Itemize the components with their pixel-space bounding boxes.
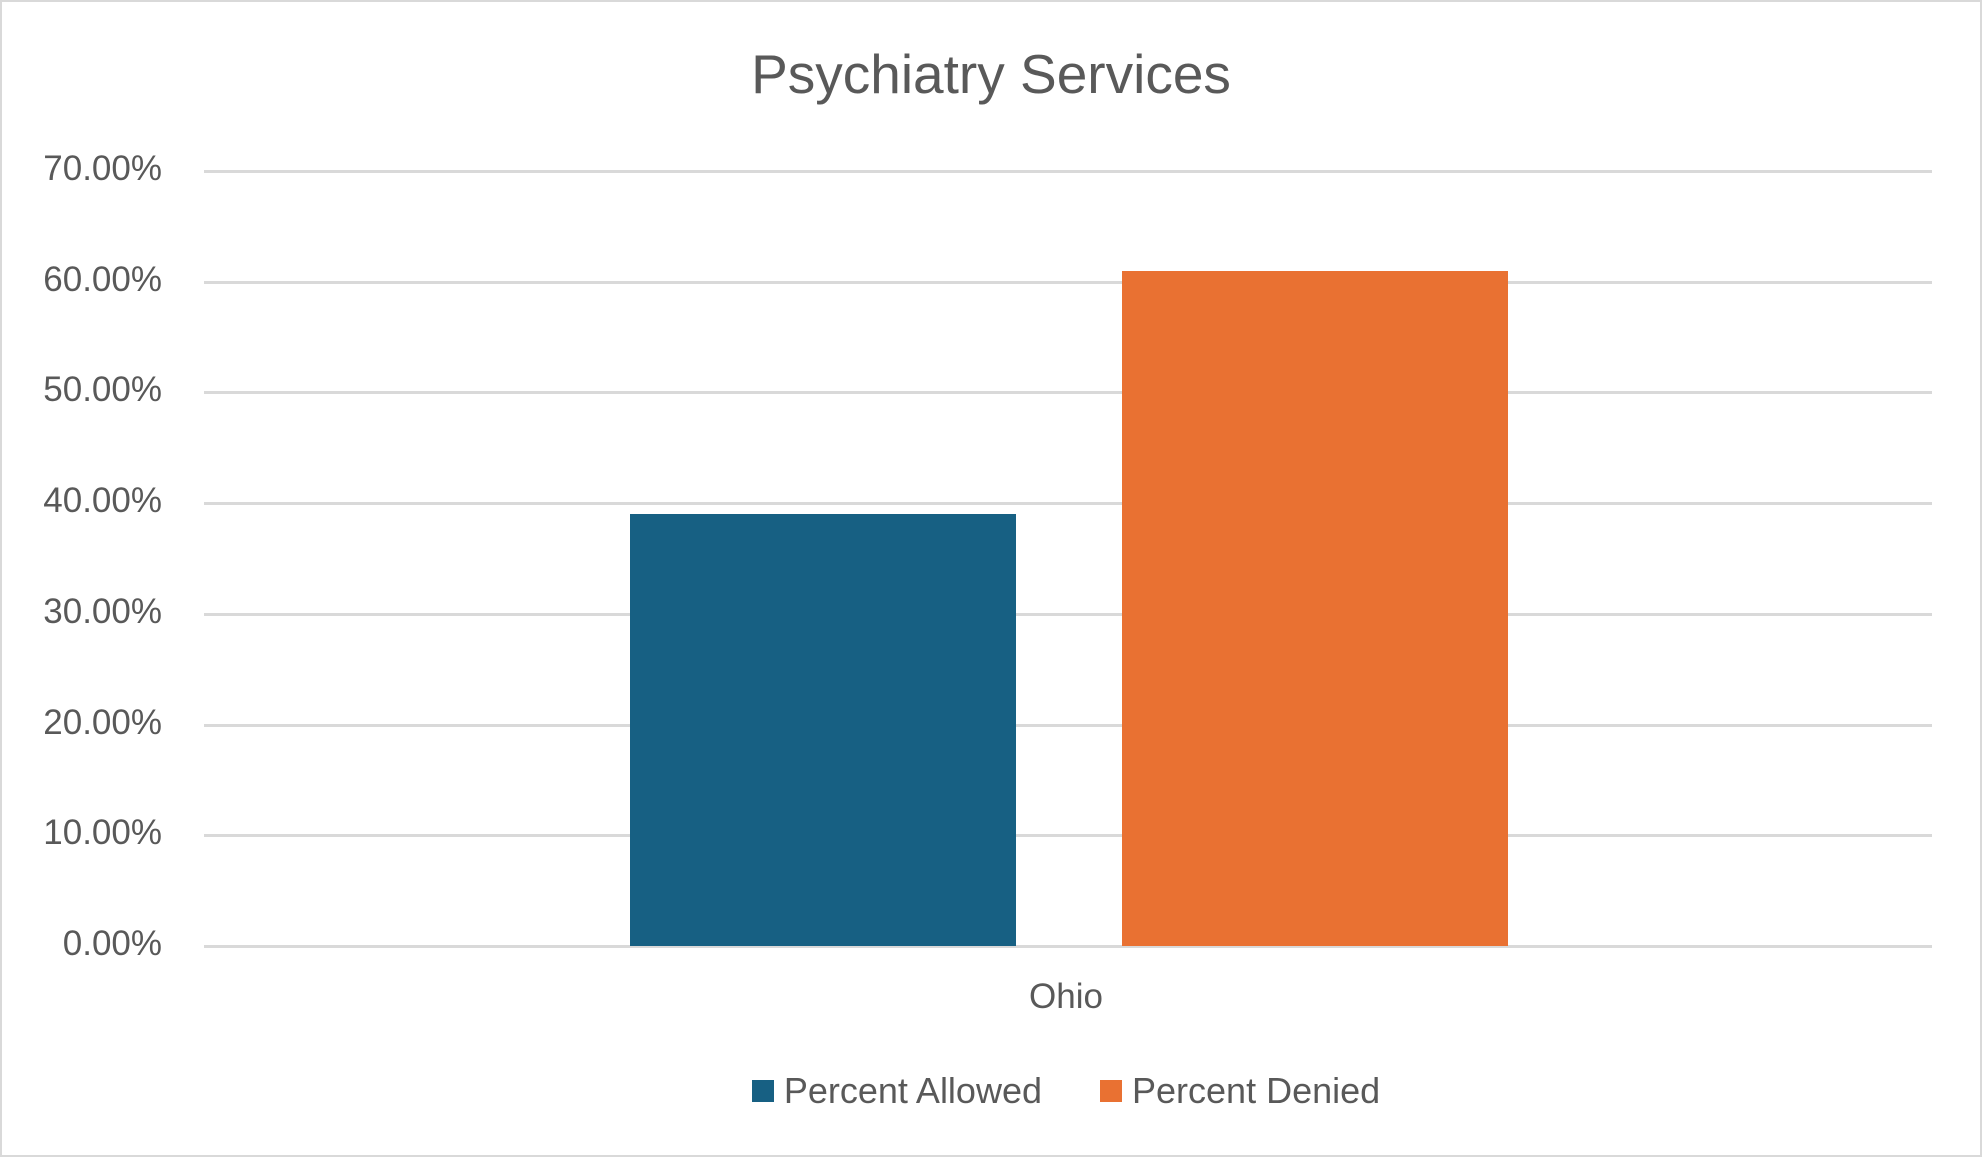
gridline [204, 612, 1932, 616]
gridline [204, 945, 1932, 948]
legend-item-percent-allowed: Percent Allowed [751, 1070, 1042, 1112]
legend-swatch-icon [1100, 1080, 1122, 1102]
y-tick-label: 30.00% [43, 591, 162, 631]
bar-percent-allowed [630, 514, 1016, 946]
y-tick-label: 50.00% [43, 370, 162, 410]
gridline [204, 280, 1932, 284]
gridline [204, 723, 1932, 727]
y-tick-label: 40.00% [43, 481, 162, 521]
y-tick-label: 70.00% [43, 149, 162, 188]
gridline [204, 834, 1932, 838]
plot-area [204, 170, 1932, 948]
gridline [204, 391, 1932, 395]
legend: Percent Allowed Percent Denied [2, 1070, 1980, 1112]
bar-percent-denied [1122, 270, 1508, 946]
chart-title: Psychiatry Services [751, 43, 1231, 105]
y-tick-label: 60.00% [43, 259, 162, 299]
y-tick-label: 0.00% [62, 924, 162, 963]
y-tick-label: 10.00% [43, 813, 162, 853]
legend-label: Percent Denied [1132, 1070, 1381, 1111]
x-axis-category-label: Ohio [1029, 977, 1103, 1016]
legend-item-percent-denied: Percent Denied [1100, 1070, 1380, 1112]
gridline [204, 170, 1932, 173]
legend-swatch-icon [751, 1080, 774, 1102]
y-tick-label: 20.00% [43, 702, 162, 742]
legend-label: Percent Allowed [783, 1070, 1042, 1111]
gridline [204, 502, 1932, 506]
